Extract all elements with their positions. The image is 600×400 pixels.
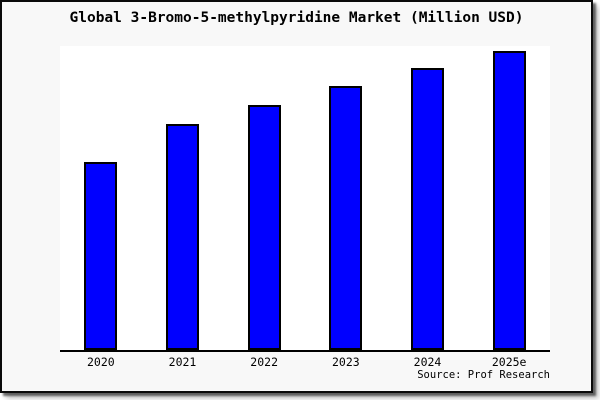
plot-area [60, 46, 550, 352]
bar-2022 [247, 105, 281, 350]
x-tick-label-2021: 2021 [168, 355, 197, 369]
x-tick-label-2024: 2024 [413, 355, 442, 369]
chart-frame: Global 3-Bromo-5-methylpyridine Market (… [0, 0, 593, 393]
bar-2020 [84, 162, 118, 350]
x-tick-label-2020: 2020 [86, 355, 115, 369]
bar-2024 [411, 68, 444, 350]
bar-2023 [329, 86, 363, 350]
x-tick-label-2022: 2022 [250, 355, 279, 369]
x-tick-label-2025e: 2025e [491, 355, 527, 369]
chart-title: Global 3-Bromo-5-methylpyridine Market (… [69, 10, 524, 26]
bar-2025e [492, 51, 526, 350]
x-tick-label-2023: 2023 [331, 355, 360, 369]
source-credit: Source: Prof Research [417, 369, 550, 381]
x-axis-tick-labels: 2020 2021 2022 2023 2024 2025e [60, 356, 550, 369]
bar-2021 [166, 124, 199, 350]
